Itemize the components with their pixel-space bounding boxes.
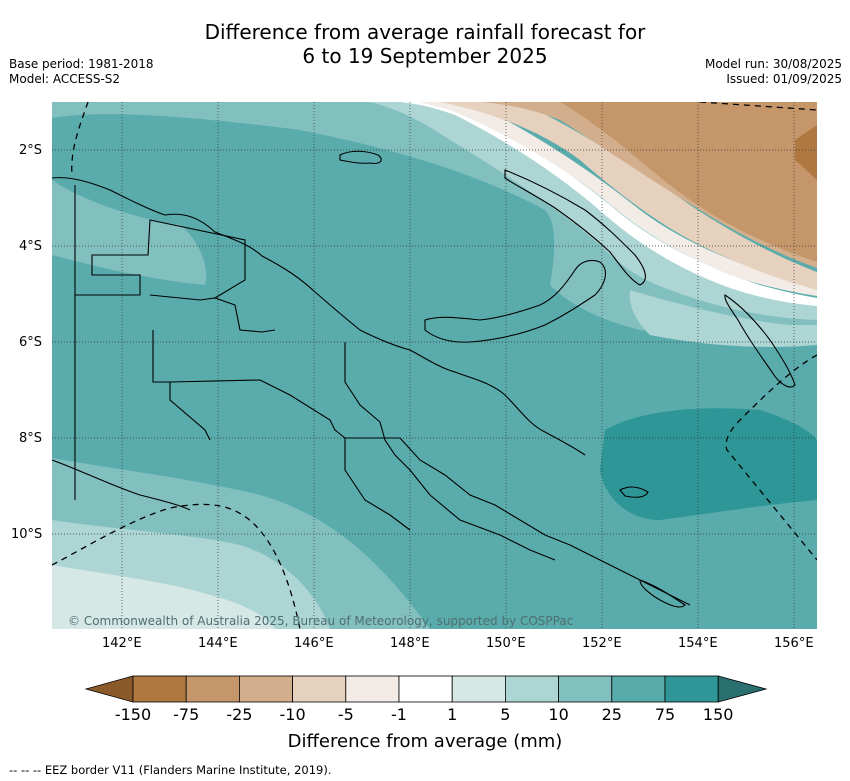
colorbar-box <box>611 675 666 703</box>
colorbar-tick-label: -25 <box>226 705 253 724</box>
lon-label: 146°E <box>294 636 334 651</box>
colorbar-box <box>398 675 453 703</box>
zone-5-10-northeast <box>629 290 817 347</box>
lat-label: 6°S <box>19 335 43 350</box>
title-line1: Difference from average rainfall forecas… <box>204 20 646 44</box>
colorbar-extend-low <box>84 675 134 703</box>
lon-label: 156°E <box>774 636 814 651</box>
lat-label: 4°S <box>19 239 43 254</box>
colorbar-tick-label: 1 <box>447 705 458 724</box>
colorbar-tick-label: -75 <box>173 705 200 724</box>
zone-minus75-minus25 <box>560 102 817 262</box>
lon-label: 152°E <box>582 636 622 651</box>
colorbar-tick-label: 10 <box>548 705 569 724</box>
colorbar-extend-high <box>717 675 768 703</box>
colorbar-tick-label: -150 <box>114 705 152 724</box>
meta-left: Base period: 1981-2018 Model: ACCESS-S2 <box>9 57 154 87</box>
lat-label: 10°S <box>11 527 43 542</box>
zone-5-10-west <box>52 180 207 285</box>
colorbar-tick-label: 150 <box>702 705 734 724</box>
lat-label: 2°S <box>19 143 43 158</box>
lon-label: 144°E <box>198 636 238 651</box>
colorbar-box <box>664 675 719 703</box>
zone-minus10-minus5 <box>440 102 817 290</box>
colorbar-box <box>504 675 559 703</box>
zone-minus1-1-southwest <box>52 565 275 629</box>
colorbar-box <box>292 675 347 703</box>
zone-10-25-north-cut <box>52 114 300 175</box>
colorbar-box <box>345 675 400 703</box>
colorbar-tick-label: 25 <box>601 705 622 724</box>
colorbar-box <box>451 675 506 703</box>
colorbar-title: Difference from average (mm) <box>287 731 563 752</box>
issued: Issued: 01/09/2025 <box>726 72 842 86</box>
model-run: Model run: 30/08/2025 <box>704 57 842 71</box>
colorbar-box <box>185 675 240 703</box>
lon-label: 150°E <box>486 636 526 651</box>
eez-note: -- -- -- EEZ border V11 (Flanders Marine… <box>9 763 332 777</box>
zone-25-75-east <box>600 408 817 520</box>
colorbar-tick-label: -1 <box>391 705 407 724</box>
title-line2: 6 to 19 September 2025 <box>302 44 548 68</box>
colorbar-tick-label: -5 <box>337 705 354 724</box>
coastlines <box>52 150 796 608</box>
map-title: Difference from average rainfall forecas… <box>0 20 850 68</box>
zone-minus5-minus1 <box>420 102 817 296</box>
model: Model: ACCESS-S2 <box>9 72 121 86</box>
colorbar-tick-label: 5 <box>500 705 511 724</box>
colorbar-box <box>558 675 613 703</box>
colorbar <box>84 675 768 703</box>
colorbar-box <box>132 675 187 703</box>
lon-label: 148°E <box>390 636 430 651</box>
colorbar-tick-label: 75 <box>654 705 676 724</box>
lon-label: 154°E <box>678 636 718 651</box>
graticule <box>52 102 817 629</box>
meta-right: Model run: 30/08/2025 Issued: 01/09/2025 <box>705 57 842 87</box>
colorbar-box <box>238 675 293 703</box>
lat-label: 8°S <box>19 431 43 446</box>
copyright: © Commonwealth of Australia 2025, Bureau… <box>68 614 574 628</box>
zone-minus150-minus75 <box>795 125 817 180</box>
zone-minus1-1-north <box>400 102 817 306</box>
colorbar-tick-label: -10 <box>279 705 306 724</box>
lon-label: 142°E <box>102 636 142 651</box>
zone-5-10-north <box>52 102 817 340</box>
base-period: Base period: 1981-2018 <box>9 57 154 71</box>
eez-border <box>52 102 817 629</box>
